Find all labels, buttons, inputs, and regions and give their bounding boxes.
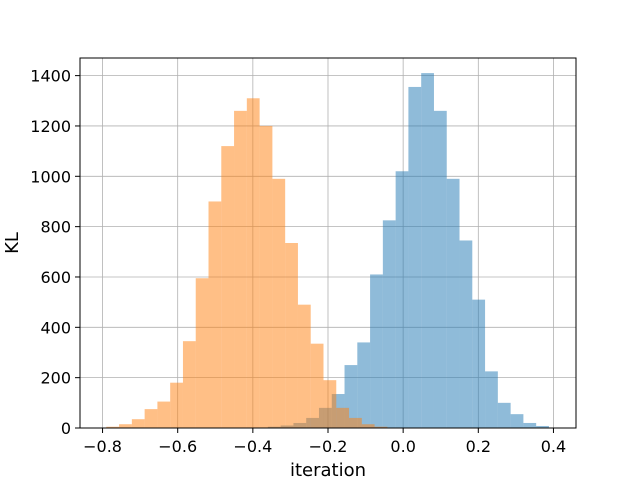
histogram-bar [119, 424, 132, 428]
histogram-bar [131, 419, 145, 428]
histogram-bar [208, 201, 222, 428]
histogram-bar [246, 98, 260, 429]
histogram-bar [370, 274, 383, 428]
histogram-bar [446, 178, 460, 428]
histogram-bar [285, 243, 298, 428]
histogram-bar [323, 380, 337, 428]
x-tick-label: −0.2 [309, 437, 348, 456]
histogram-bar [433, 110, 447, 428]
x-axis-ticks: −0.8 −0.6 −0.4 −0.2 0.0 0.2 0.4 [83, 428, 566, 456]
histogram-bar [357, 342, 371, 428]
x-tick-label: 0.4 [541, 437, 566, 456]
y-tick-label: 0 [61, 419, 71, 438]
histogram-bar [157, 401, 171, 428]
histogram-bar [485, 371, 498, 428]
histogram-bar [421, 73, 434, 428]
histogram-bar [297, 304, 311, 428]
histogram-bar [374, 426, 388, 428]
histogram-bar [536, 425, 549, 428]
x-tick-label: −0.8 [83, 437, 122, 456]
x-tick-label: 0.2 [466, 437, 491, 456]
x-tick-label: −0.6 [158, 437, 197, 456]
y-axis-title: KL [2, 232, 23, 254]
histogram-bar [382, 220, 396, 428]
histogram-bar [272, 178, 286, 428]
histogram-bar [395, 171, 409, 428]
y-axis-ticks: 0 200 400 600 800 1000 1200 1400 [30, 67, 80, 438]
y-tick-label: 1400 [30, 67, 71, 86]
histogram-bar [510, 414, 524, 428]
histogram-bar [310, 343, 324, 428]
histogram-series-2 [106, 98, 388, 429]
histogram-bar [259, 125, 273, 429]
histogram-bar [472, 299, 486, 428]
histogram-bar [523, 422, 537, 428]
histogram-bar [459, 240, 473, 428]
y-tick-label: 600 [40, 268, 71, 287]
histogram-bar [170, 382, 183, 428]
histogram-bar [195, 278, 209, 428]
histogram-bars [106, 73, 549, 429]
histogram-bar [408, 86, 422, 428]
histogram-bar [234, 110, 247, 428]
histogram-bar [106, 426, 120, 428]
histogram-bar [221, 146, 235, 428]
y-tick-label: 400 [40, 318, 71, 337]
histogram-bar [349, 417, 362, 428]
x-axis-title: iteration [290, 460, 366, 480]
histogram-bar [144, 409, 158, 428]
x-tick-label: −0.4 [233, 437, 272, 456]
histogram-bar [361, 424, 375, 428]
histogram-series-1 [267, 73, 549, 428]
y-tick-label: 1000 [30, 167, 71, 186]
y-tick-label: 1200 [30, 117, 71, 136]
x-tick-label: 0.0 [390, 437, 415, 456]
y-tick-label: 800 [40, 218, 71, 237]
y-tick-label: 200 [40, 369, 71, 388]
histogram-bar [182, 341, 196, 428]
histogram-bar [497, 402, 511, 428]
histogram-bar [336, 407, 350, 428]
